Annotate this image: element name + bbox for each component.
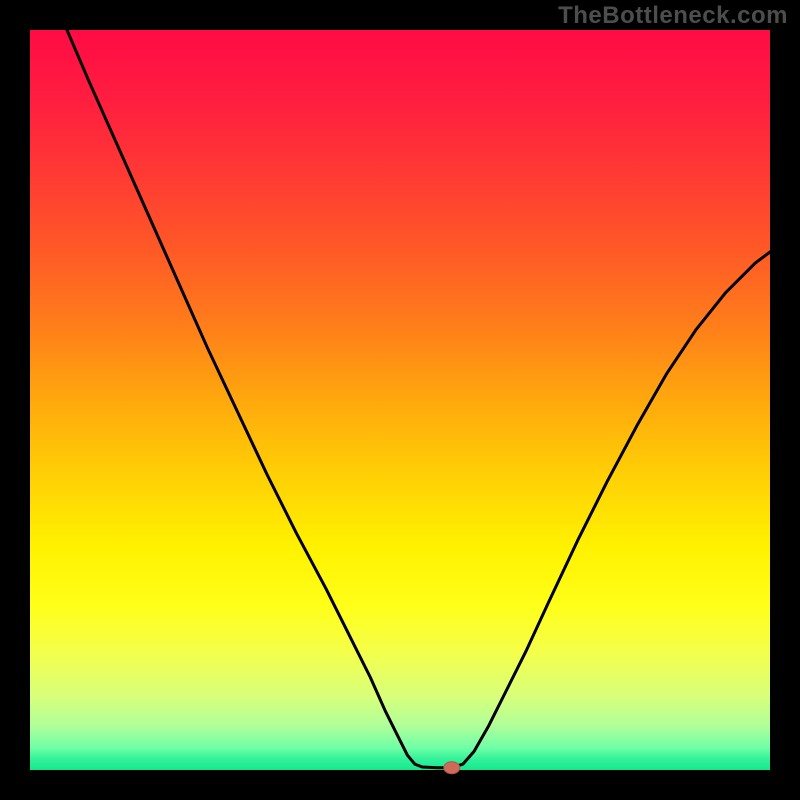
chart-stage: TheBottleneck.com bbox=[0, 0, 800, 800]
plot-background bbox=[30, 30, 770, 770]
minimum-marker bbox=[444, 762, 460, 774]
bottleneck-chart bbox=[0, 0, 800, 800]
watermark-text: TheBottleneck.com bbox=[558, 2, 788, 30]
